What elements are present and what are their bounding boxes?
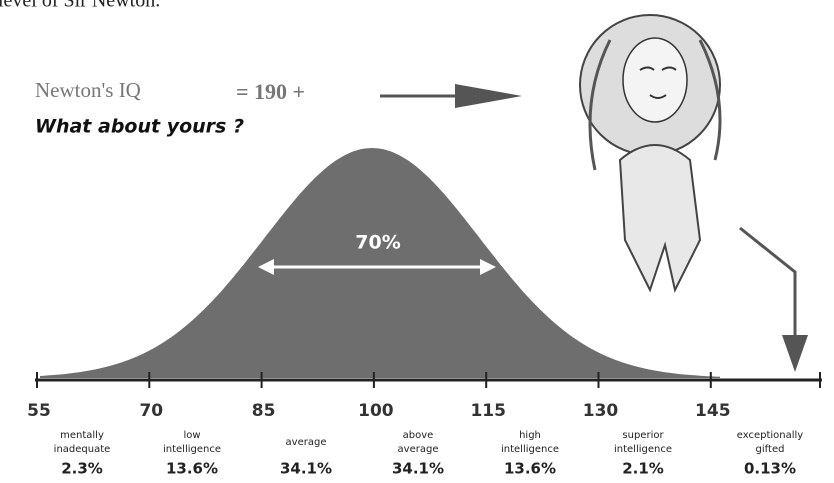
band-percent: 13.6% bbox=[166, 460, 218, 478]
band-label: average bbox=[398, 444, 439, 455]
band-label: low bbox=[183, 430, 200, 441]
band-label: average bbox=[286, 437, 327, 448]
band-label: exceptionally bbox=[737, 430, 804, 441]
band-percent: 0.13% bbox=[744, 460, 796, 478]
tick-label: 55 bbox=[27, 401, 51, 421]
band-percent: 13.6% bbox=[504, 460, 556, 478]
band-percent: 34.1% bbox=[392, 460, 444, 478]
band-label: superior bbox=[622, 430, 664, 441]
newton-caricature bbox=[579, 14, 722, 293]
tick-label: 100 bbox=[358, 401, 394, 421]
band-label: intelligence bbox=[501, 444, 559, 455]
band-percent: 2.3% bbox=[61, 460, 103, 478]
tick-label: 145 bbox=[695, 401, 731, 421]
tick-label: 85 bbox=[252, 401, 276, 421]
tick-label: 130 bbox=[583, 401, 619, 421]
band-label: gifted bbox=[756, 444, 785, 455]
top-text: level of Sir Newton. bbox=[0, 0, 160, 12]
band-label: above bbox=[403, 430, 434, 441]
band-percent: 2.1% bbox=[622, 460, 664, 478]
headline-value: = 190 + bbox=[236, 79, 305, 104]
bell-curve bbox=[40, 148, 720, 378]
arrow-head bbox=[455, 84, 522, 108]
pointer-arrow bbox=[739, 226, 797, 360]
band-label: mentally bbox=[60, 430, 104, 441]
headline-label: Newton's IQ bbox=[35, 78, 141, 102]
band-percent: 34.1% bbox=[280, 460, 332, 478]
center-label: 70% bbox=[355, 232, 400, 254]
band-label: high bbox=[519, 430, 541, 441]
band-label: inadequate bbox=[54, 444, 111, 455]
question: What about yours ? bbox=[35, 116, 244, 138]
pointer-head bbox=[782, 335, 808, 372]
tick-label: 70 bbox=[139, 401, 163, 421]
band-label: intelligence bbox=[614, 444, 672, 455]
band-label: intelligence bbox=[163, 444, 221, 455]
tick-label: 115 bbox=[470, 401, 506, 421]
